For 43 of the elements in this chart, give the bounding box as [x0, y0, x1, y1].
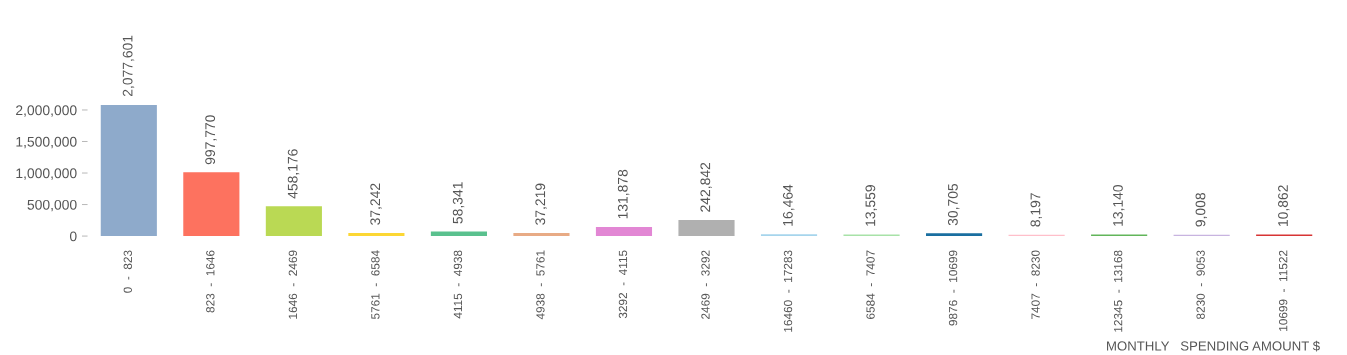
x-tick-label: 9876 - 10699: [948, 250, 958, 326]
x-axis-title: MONTHLY SPENDING AMOUNT $: [1107, 340, 1320, 352]
data-label: 37,219: [535, 183, 547, 225]
bar: [100, 105, 157, 237]
x-tick-label: 3292 - 4115: [618, 250, 628, 319]
data-label: 58,341: [452, 182, 465, 224]
data-label: 458,176: [287, 149, 300, 199]
data-label: 997,770: [205, 115, 217, 165]
x-tick-label: 12345 - 13168: [1113, 250, 1123, 332]
data-label: 37,242: [370, 183, 382, 225]
data-label: 8,197: [1030, 193, 1042, 227]
bar: [183, 172, 240, 237]
x-tick-label: 2469 - 3292: [701, 250, 710, 319]
data-label: 9,008: [1195, 193, 1208, 227]
data-label: 10,862: [1278, 185, 1290, 226]
y-tick-label: 500,000: [27, 199, 77, 212]
x-tick-label: 0 - 823: [123, 250, 132, 293]
data-label: 16,464: [782, 184, 795, 226]
data-label: 30,705: [947, 183, 960, 226]
bar: [595, 226, 653, 237]
data-label: 13,559: [865, 185, 877, 226]
bar: [678, 219, 735, 237]
x-tick-label: 6584 - 7407: [866, 250, 875, 319]
x-tick-label: 10699 - 11522: [1278, 250, 1288, 331]
bar: [265, 206, 322, 237]
x-tick-label: 5761 - 6584: [371, 250, 380, 320]
x-tick-label: 4938 - 5761: [536, 250, 545, 320]
x-tick-label: 16460 - 17283: [783, 250, 793, 332]
data-label: 131,878: [617, 169, 630, 219]
bar: [513, 232, 570, 237]
bar: [348, 232, 405, 237]
y-tick-label: 0: [69, 231, 77, 242]
x-tick-label: 8230 - 9053: [1196, 250, 1205, 320]
x-tick-label: 823 - 1646: [206, 250, 215, 313]
x-tick-label: 4115 - 4938: [453, 250, 463, 319]
x-tick-label: 7407 - 8230: [1031, 250, 1040, 319]
y-tick-label: 2,000,000: [16, 105, 77, 117]
data-label: 242,842: [700, 162, 712, 212]
x-tick-label: 1646 - 2469: [288, 250, 298, 319]
y-tick-label: 1,000,000: [16, 168, 77, 180]
data-label: 2,077,601: [122, 35, 135, 97]
y-tick-label: 1,500,000: [16, 136, 77, 149]
data-label: 13,140: [1113, 184, 1125, 226]
